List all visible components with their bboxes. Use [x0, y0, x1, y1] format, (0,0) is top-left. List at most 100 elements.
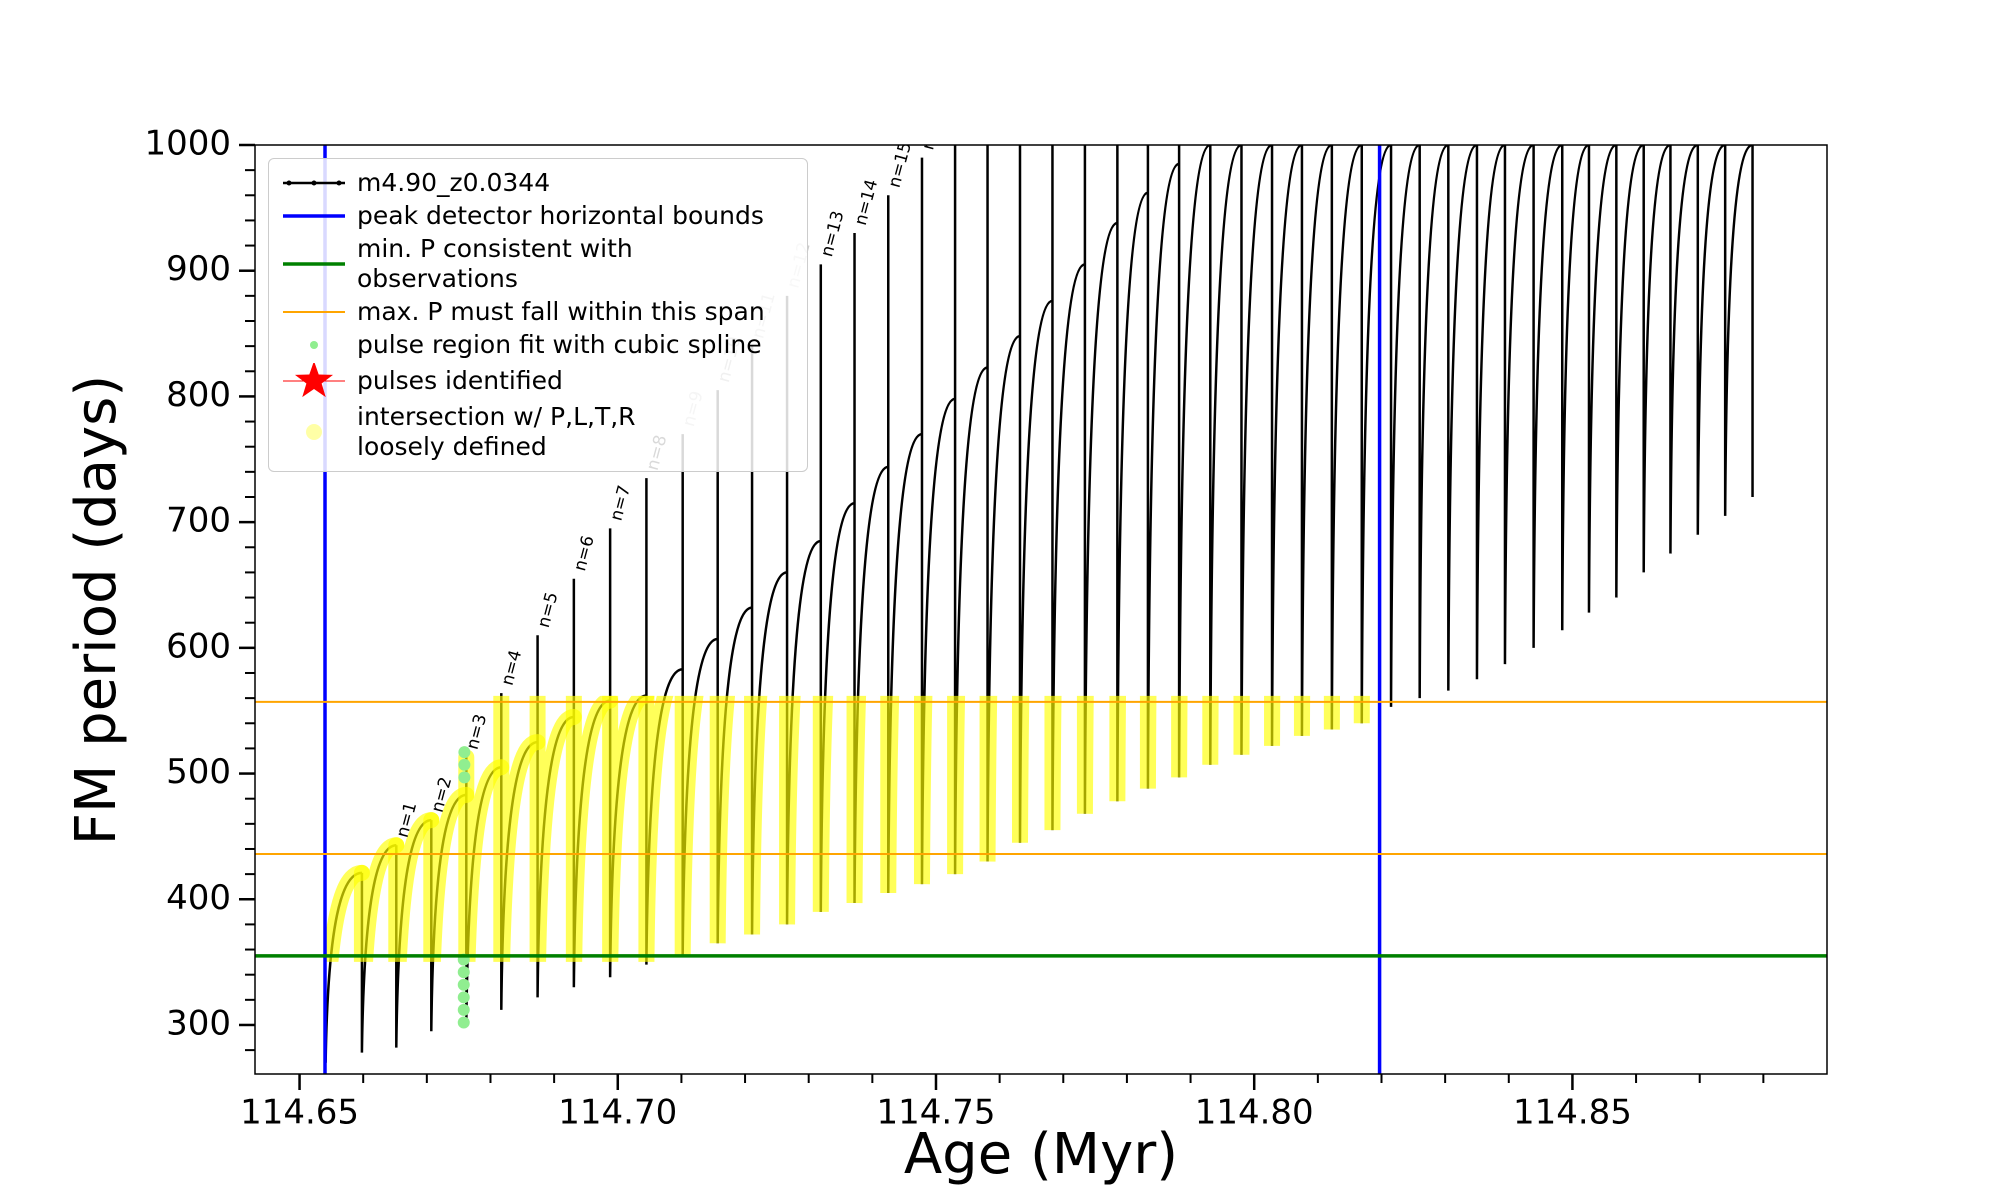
legend-marker: [310, 341, 318, 349]
legend-label: max. P must fall within this span: [357, 297, 765, 326]
x-tick-label: 114.70: [558, 1093, 677, 1133]
pulse-curve: [1587, 145, 1617, 613]
intersection: [913, 695, 933, 885]
pulse-label: n=16: [918, 102, 949, 152]
pulse-curve: [1642, 145, 1671, 573]
spline-point: [458, 771, 471, 784]
pulse-curve: [1116, 145, 1149, 802]
intersection: [638, 695, 674, 962]
pulse-curve: [1300, 145, 1333, 736]
pulse-curve: [1503, 145, 1534, 665]
intersection: [674, 695, 704, 956]
intersection: [812, 695, 834, 912]
pulse-curve: [1389, 145, 1421, 707]
pulse-curve: [1177, 145, 1211, 778]
intersection-group: [325, 695, 1370, 962]
intersection: [709, 695, 736, 944]
x-axis-label: Age (Myr): [904, 1122, 1178, 1187]
y-tick-label: 1000: [144, 124, 231, 164]
legend-label: intersection w/ P,L,T,R loosely defined: [357, 402, 636, 461]
legend-entry: m4.90_z0.0344: [279, 168, 797, 198]
pulse-curve: [1615, 145, 1645, 598]
legend-entry: min. P consistent with observations: [279, 234, 797, 294]
pulse-curve: [1723, 145, 1753, 516]
y-axis-label: FM period (days): [64, 375, 129, 845]
spline-point: [457, 966, 470, 979]
y-tick-label: 700: [166, 501, 231, 541]
spline-point: [458, 746, 471, 759]
pulse-label: n=4: [498, 648, 527, 688]
intersection: [979, 695, 998, 862]
x-tick-label: 114.85: [1513, 1093, 1632, 1133]
legend-entry: pulse region fit with cubic spline: [279, 330, 797, 360]
legend-marker: [306, 424, 322, 440]
intersection: [779, 695, 801, 925]
pulse-curve: [1696, 145, 1726, 535]
pulse-label: n=3: [463, 712, 492, 752]
y-tick-label: 500: [166, 752, 231, 792]
spline-point: [457, 1003, 470, 1016]
pulse-label: n=6: [570, 533, 599, 573]
pulse-curve: [1209, 145, 1242, 765]
legend-disc: [306, 424, 322, 440]
legend-entry: max. P must fall within this span: [279, 297, 797, 327]
pulse-curve: [1418, 145, 1449, 699]
y-tick-label: 900: [166, 249, 231, 289]
spline-point: [458, 758, 471, 771]
legend-entry: intersection w/ P,L,T,R loosely defined: [279, 402, 797, 462]
legend-star: [294, 363, 334, 398]
axes: 114.65 114.70 114.75 114.80 114.85 300 400 500 6…: [144, 124, 1828, 1133]
y-tick-label: 400: [166, 878, 231, 918]
y-tick-label: 300: [166, 1003, 231, 1043]
pulse-curve: [1360, 145, 1392, 724]
spline-point: [457, 1016, 470, 1029]
legend-marker: [283, 214, 345, 218]
legend-marker: [283, 311, 345, 313]
pulse-curve: [1532, 145, 1563, 648]
legend-dot: [286, 180, 292, 186]
legend-label: pulse region fit with cubic spline: [357, 330, 762, 359]
pulse-label: n=13: [817, 209, 848, 259]
legend-dot: [310, 341, 318, 349]
pulse-curve: [1240, 145, 1273, 755]
pulse-curve: [1669, 145, 1699, 554]
legend-marker: [283, 262, 345, 266]
y-tick-label: 800: [166, 375, 231, 415]
intersection: [1012, 695, 1030, 843]
x-tick-label: 114.65: [240, 1093, 359, 1133]
legend-marker: [283, 180, 345, 186]
legend-marker: [283, 363, 345, 398]
intersection: [880, 695, 900, 894]
pulse-curve: [1560, 145, 1590, 631]
legend-label: m4.90_z0.0344: [357, 168, 551, 197]
legend-entry: pulses identified: [279, 363, 797, 399]
pulse-label: n=15: [885, 140, 916, 190]
pulse-curve: [1083, 145, 1118, 814]
pulse-label: n=7: [606, 483, 635, 523]
pulse-label: n=14: [851, 177, 882, 227]
intersection: [947, 695, 966, 875]
plot-frame: [254, 144, 1828, 1075]
intersection: [744, 695, 768, 935]
pulse-curve: [1475, 145, 1506, 680]
x-tick-label: 114.80: [1195, 1093, 1314, 1133]
pulse-curve: [1146, 145, 1180, 789]
intersection: [1044, 695, 1062, 831]
spline-point: [457, 978, 470, 991]
pulse-curve: [1330, 145, 1363, 730]
plot-area: n=1n=2n=3n=4n=5n=6n=7n=8n=9n=10n=11n=12n…: [255, 102, 1827, 1074]
pulse-curve: [1270, 145, 1303, 746]
intersection: [846, 695, 867, 904]
legend-label: peak detector horizontal bounds: [357, 201, 764, 230]
x-tick-label: 114.75: [877, 1093, 996, 1133]
legend-label: pulses identified: [357, 366, 563, 395]
y-tick-label: 600: [166, 626, 231, 666]
pulse-label: n=5: [534, 590, 563, 630]
legend-label: min. P consistent with observations: [357, 234, 633, 293]
pulse-curve: [1447, 145, 1478, 691]
legend-dot: [311, 180, 317, 186]
legend-dot: [336, 180, 342, 186]
